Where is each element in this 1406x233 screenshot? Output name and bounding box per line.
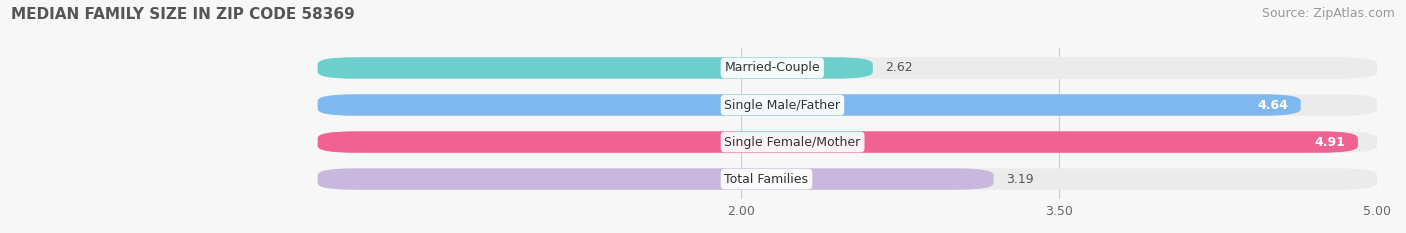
Text: MEDIAN FAMILY SIZE IN ZIP CODE 58369: MEDIAN FAMILY SIZE IN ZIP CODE 58369 xyxy=(11,7,354,22)
Text: Single Male/Father: Single Male/Father xyxy=(724,99,841,112)
FancyBboxPatch shape xyxy=(318,94,1376,116)
Text: Source: ZipAtlas.com: Source: ZipAtlas.com xyxy=(1261,7,1395,20)
Text: Single Female/Mother: Single Female/Mother xyxy=(724,136,860,149)
FancyBboxPatch shape xyxy=(318,57,873,79)
Text: Total Families: Total Families xyxy=(724,173,808,185)
FancyBboxPatch shape xyxy=(318,94,1301,116)
Text: 4.91: 4.91 xyxy=(1315,136,1346,149)
FancyBboxPatch shape xyxy=(318,57,1376,79)
Text: 2.62: 2.62 xyxy=(886,62,912,75)
Text: 4.64: 4.64 xyxy=(1257,99,1288,112)
FancyBboxPatch shape xyxy=(318,131,1376,153)
Text: 3.19: 3.19 xyxy=(1007,173,1033,185)
Text: Married-Couple: Married-Couple xyxy=(724,62,820,75)
FancyBboxPatch shape xyxy=(318,168,1376,190)
FancyBboxPatch shape xyxy=(318,131,1358,153)
FancyBboxPatch shape xyxy=(318,168,994,190)
